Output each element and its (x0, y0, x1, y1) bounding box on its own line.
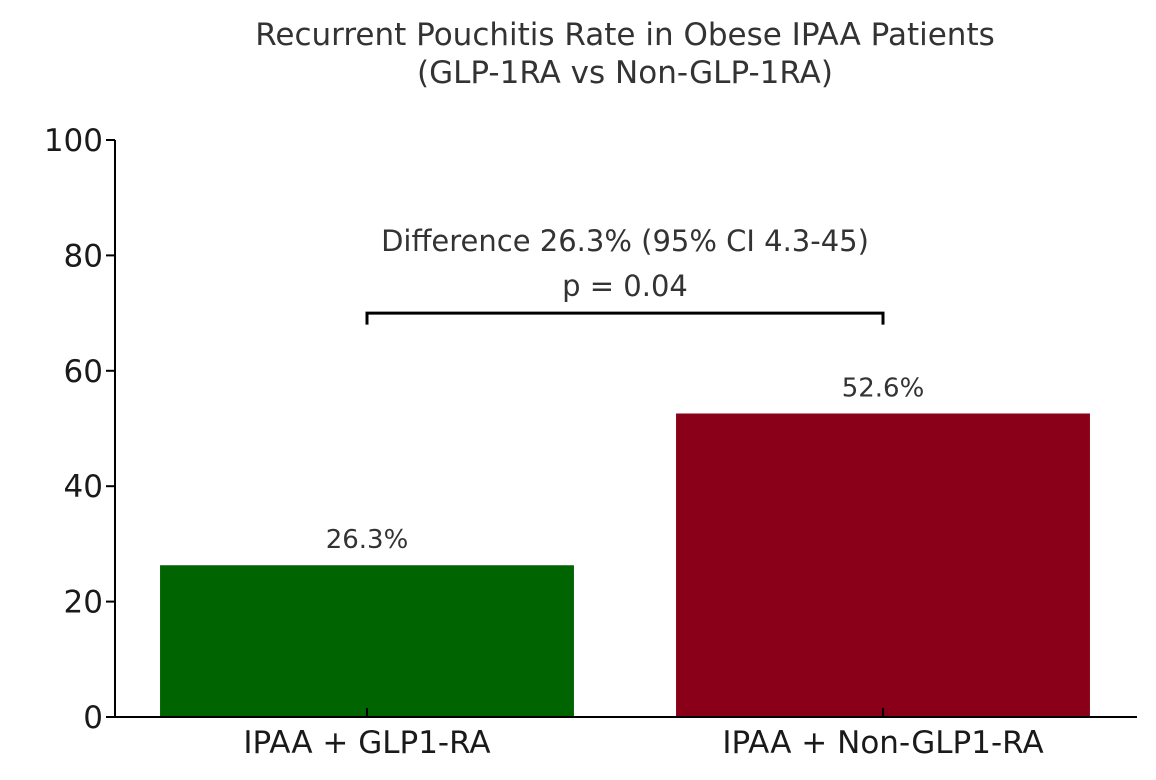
chart-title: Recurrent Pouchitis Rate in Obese IPAA P… (255, 17, 995, 53)
bar-1 (160, 565, 574, 717)
difference-annotation: Difference 26.3% (95% CI 4.3-45) (381, 224, 869, 258)
p-value-annotation: p = 0.04 (562, 269, 688, 303)
y-tick-label-2: 20 (64, 585, 103, 621)
significance-bracket (365, 311, 885, 325)
bar-2 (676, 413, 1090, 717)
y-tick-label-6: 100 (44, 123, 103, 159)
y-tick-label-1: 0 (83, 700, 103, 736)
chart-subtitle: (GLP-1RA vs Non-GLP-1RA) (417, 55, 833, 91)
y-tick-label-4: 60 (64, 354, 103, 390)
y-tick-label-3: 40 (64, 469, 103, 505)
x-tick-label-1: IPAA + GLP1-RA (243, 725, 490, 761)
bar-value-label-2: 52.6% (842, 373, 925, 403)
y-tick-label-5: 80 (64, 238, 103, 274)
x-tick-label-2: IPAA + Non-GLP1-RA (722, 725, 1043, 761)
bar-value-label-1: 26.3% (326, 525, 409, 555)
